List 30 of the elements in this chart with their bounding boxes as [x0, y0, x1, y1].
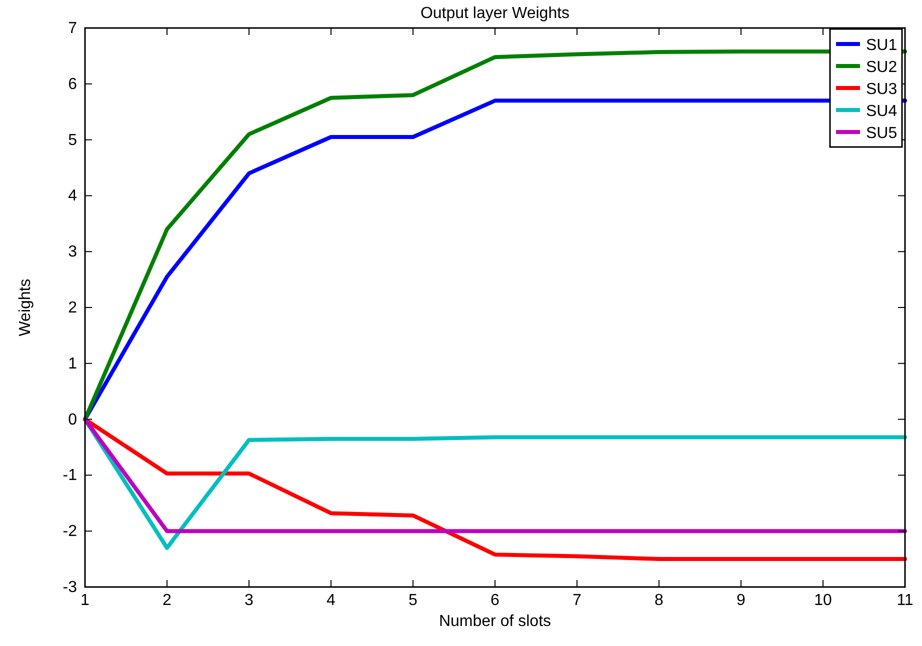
legend-label: SU5 — [866, 125, 898, 142]
y-tick-label: 1 — [68, 355, 78, 372]
legend-label: SU4 — [866, 103, 898, 120]
x-tick-label: 8 — [654, 592, 664, 609]
y-tick-label: 7 — [68, 20, 78, 37]
x-tick-label: 11 — [896, 592, 914, 609]
y-tick-label: 0 — [68, 411, 78, 428]
x-tick-label: 2 — [162, 592, 172, 609]
x-axis-title: Number of slots — [438, 613, 552, 630]
y-tick-label: 4 — [68, 188, 78, 205]
x-tick-label: 4 — [326, 592, 336, 609]
y-tick-label: 2 — [68, 300, 78, 316]
legend-label: SU2 — [866, 59, 898, 76]
x-tick-label: 9 — [736, 592, 746, 609]
legend-label: SU1 — [866, 37, 898, 54]
y-tick-label: -1 — [62, 467, 78, 484]
x-tick-label: 3 — [244, 592, 254, 609]
y-tick-label: -3 — [62, 579, 78, 596]
y-tick-label: 3 — [68, 244, 78, 261]
legend-label: SU3 — [866, 81, 898, 98]
y-tick-label: -2 — [62, 523, 78, 540]
y-tick-label: 6 — [68, 76, 78, 93]
x-tick-label: 6 — [490, 592, 500, 609]
y-axis-title: Weights — [17, 278, 34, 336]
x-tick-label: 10 — [814, 592, 832, 609]
x-tick-label: 5 — [408, 592, 418, 609]
chart-title: Output layer Weights — [420, 5, 570, 22]
x-tick-label: 7 — [572, 592, 582, 609]
x-tick-label: 1 — [80, 592, 90, 609]
y-tick-label: 5 — [68, 132, 78, 149]
